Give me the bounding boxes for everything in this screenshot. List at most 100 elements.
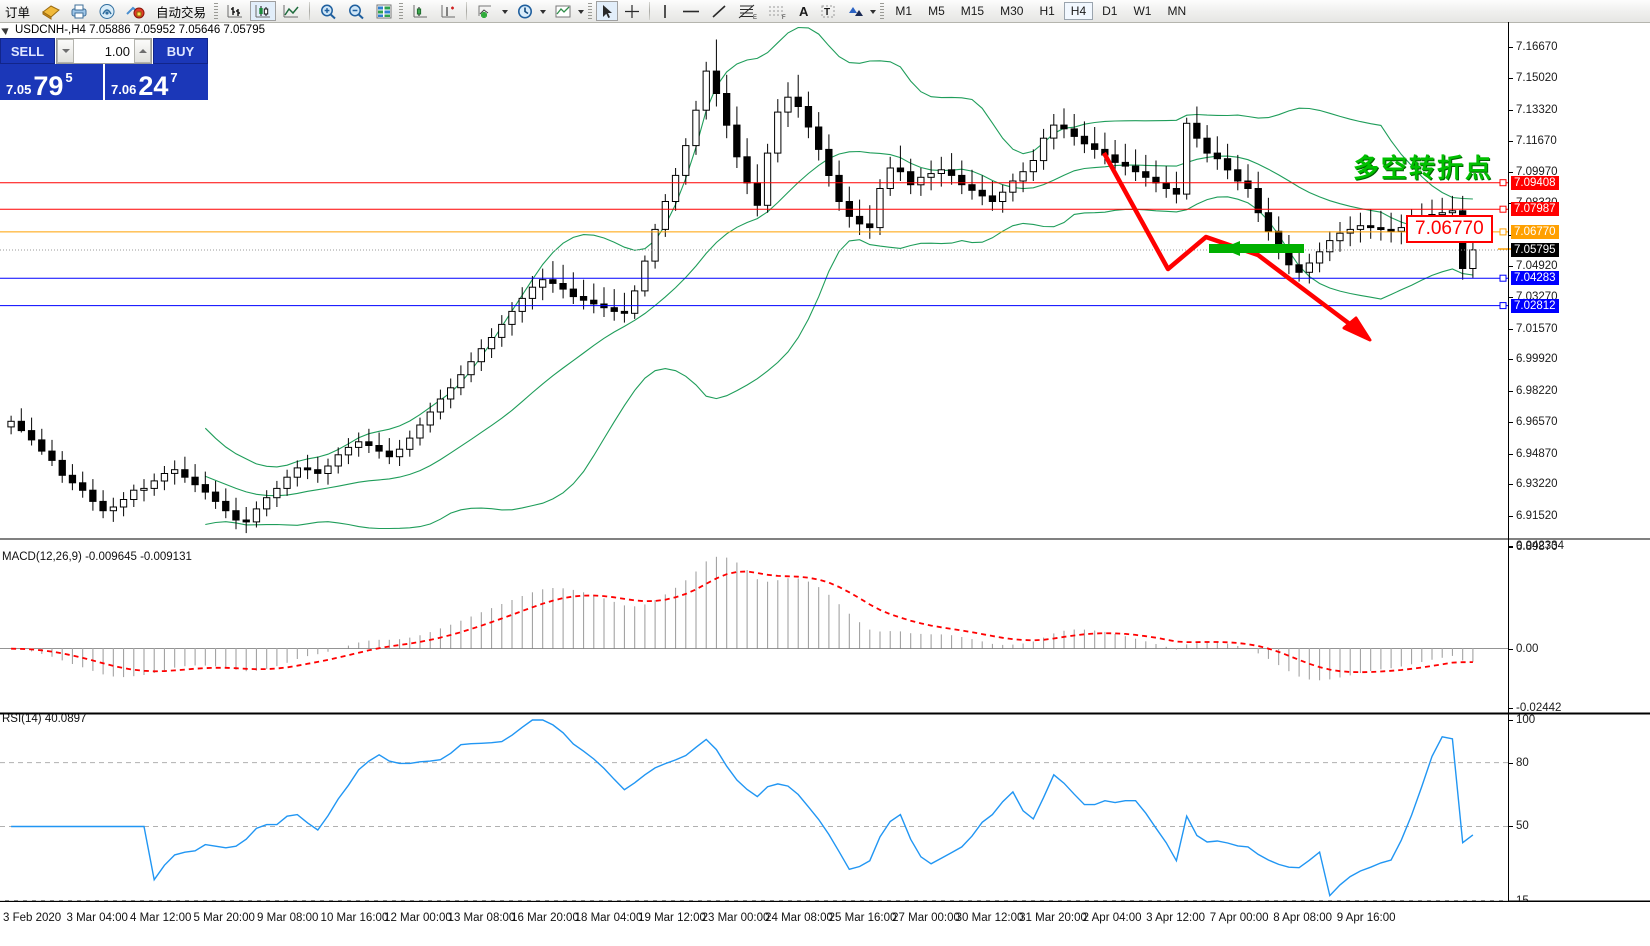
templates-dropdown-caret[interactable]: [578, 10, 585, 14]
zoom-in-icon[interactable]: [315, 1, 341, 21]
ask-price-fraction: 7: [170, 70, 178, 85]
timeframe-group: M1 M5 M15 M30 H1 H4 D1 W1 MN: [887, 2, 1194, 20]
templates-icon[interactable]: [550, 1, 576, 21]
time-axis-label: 9 Mar 08:00: [257, 912, 319, 924]
main-toolbar: 订单 自动交易: [0, 0, 1650, 23]
time-axis-label: 16 Mar 20:00: [511, 912, 579, 924]
time-axis-label: 5 Mar 20:00: [193, 912, 255, 924]
fibonacci-icon[interactable]: E: [733, 1, 761, 21]
orders-label: 订单: [5, 5, 31, 20]
bid-price-main: 79: [33, 71, 64, 101]
zoom-out-icon[interactable]: [343, 1, 369, 21]
time-axis-label: 30 Mar 12:00: [955, 912, 1024, 924]
auto-scroll-icon[interactable]: [407, 1, 433, 21]
shapes-icon[interactable]: [842, 1, 868, 21]
toolbar-grip-2[interactable]: [399, 2, 404, 20]
buy-label: BUY: [166, 43, 195, 59]
time-axis-label: 13 Mar 08:00: [447, 912, 516, 924]
volume-input[interactable]: 1.00: [74, 39, 134, 63]
cursor-icon[interactable]: [596, 1, 619, 21]
time-axis-label: 7 Apr 00:00: [1209, 912, 1269, 924]
macd-indicator-label: MACD(12,26,9) -0.009645 -0.009131: [2, 551, 192, 563]
chevron-up-icon: [138, 49, 147, 53]
chart-graphics: [0, 26, 1650, 902]
sell-label: SELL: [10, 43, 45, 59]
time-axis-label: 3 Apr 12:00: [1146, 912, 1205, 924]
text-icon[interactable]: A: [799, 3, 809, 19]
timeframe-w1[interactable]: W1: [1133, 4, 1152, 18]
autotrade-label-button[interactable]: 自动交易: [150, 1, 212, 21]
time-axis-label: 27 Mar 00:00: [892, 912, 960, 924]
sell-button[interactable]: SELL: [0, 38, 55, 64]
crosshair-icon[interactable]: [620, 1, 644, 21]
printer-icon[interactable]: [66, 1, 92, 21]
grid-icon[interactable]: [371, 1, 397, 21]
price-annotation-box[interactable]: 7.06770: [1406, 215, 1493, 243]
time-axis-label: 24 Mar 08:00: [765, 912, 833, 924]
volume-stepper[interactable]: 1.00: [56, 38, 152, 64]
toolbar-grip[interactable]: [214, 2, 219, 20]
candlestick-icon[interactable]: [250, 1, 277, 21]
bid-price-prefix: 7.05: [6, 82, 32, 97]
svg-text:T: T: [824, 7, 830, 18]
volume-decrease-button[interactable]: [57, 39, 74, 63]
shapes-dropdown-caret[interactable]: [870, 10, 877, 14]
autotrade-icon[interactable]: [122, 1, 148, 21]
hline-icon[interactable]: [677, 1, 705, 21]
volume-increase-button[interactable]: [134, 39, 151, 63]
time-axis-label: 31 Mar 20:00: [1019, 912, 1087, 924]
timeframe-d1[interactable]: D1: [1102, 4, 1118, 18]
time-axis-label: 18 Mar 04:00: [574, 912, 643, 924]
toolbar-separator: [309, 2, 311, 20]
timeframe-mn[interactable]: MN: [1167, 4, 1187, 18]
one-click-trading-panel: SELL 1.00 BUY 7.05 79 5 7.06: [0, 38, 208, 101]
timeframe-m15[interactable]: M15: [960, 4, 985, 18]
time-axis-label: 25 Mar 16:00: [828, 912, 897, 924]
vline-icon[interactable]: [655, 1, 675, 21]
ask-price-main: 24: [138, 71, 169, 101]
period-icon[interactable]: [512, 1, 538, 21]
toolbar-grip-3[interactable]: [588, 2, 593, 20]
timeframe-h1[interactable]: H1: [1039, 4, 1055, 18]
trendline-icon[interactable]: [707, 1, 731, 21]
chart-shift-icon[interactable]: [435, 1, 461, 21]
add-indicator-icon[interactable]: [472, 1, 500, 21]
orders-icon[interactable]: 订单: [1, 1, 36, 21]
rsi-indicator-label: RSI(14) 40.0897: [2, 713, 87, 725]
time-axis: 3 Feb 2020 3 Mar 04:00 4 Mar 12:00 5 Mar 20…: [0, 901, 1650, 946]
label-icon[interactable]: T: [816, 1, 840, 21]
period-dropdown-caret[interactable]: [540, 10, 547, 14]
bar-chart-icon[interactable]: [222, 1, 248, 21]
time-axis-label: 19 Mar 12:00: [638, 912, 706, 924]
timeframe-m5[interactable]: M5: [928, 4, 945, 18]
ask-price-display[interactable]: 7.06 24 7: [105, 64, 208, 100]
time-axis-label: 10 Mar 16:00: [320, 912, 389, 924]
toolbar-separator-3: [649, 2, 651, 20]
time-axis-label: 4 Mar 12:00: [130, 912, 192, 924]
svg-text:E: E: [753, 15, 757, 20]
channel-icon[interactable]: F: [763, 1, 791, 21]
broadcast-icon[interactable]: [94, 1, 120, 21]
buy-button[interactable]: BUY: [153, 38, 208, 64]
ask-price-prefix: 7.06: [111, 82, 137, 97]
bid-price-display[interactable]: 7.05 79 5: [0, 64, 103, 100]
timeframe-m1[interactable]: M1: [895, 4, 913, 18]
autotrade-label: 自动交易: [156, 5, 207, 20]
line-chart-icon[interactable]: [278, 1, 304, 21]
chart-canvas[interactable]: [0, 22, 1650, 945]
time-axis-label: 8 Apr 08:00: [1273, 912, 1333, 924]
toolbar-grip-4[interactable]: [880, 2, 885, 20]
svg-text:F: F: [782, 15, 786, 20]
time-axis-label: 23 Mar 00:00: [701, 912, 770, 924]
indicator-dropdown-caret[interactable]: [502, 10, 509, 14]
time-axis-label: 12 Mar 00:00: [384, 912, 452, 924]
chevron-down-icon: [61, 49, 70, 53]
timeframe-m30[interactable]: M30: [1000, 4, 1024, 18]
wallet-icon[interactable]: [38, 1, 64, 21]
timeframe-h4[interactable]: H4: [1063, 2, 1094, 20]
symbol-ohlc-text: USDCNH-,H4 7.05886 7.05952 7.05646 7.057…: [15, 24, 265, 36]
time-axis-label: 9 Apr 16:00: [1336, 912, 1396, 924]
chinese-annotation[interactable]: 多空转折点: [1353, 154, 1494, 184]
bid-price-fraction: 5: [65, 70, 73, 85]
time-axis-label: 3 Mar 04:00: [66, 912, 128, 924]
